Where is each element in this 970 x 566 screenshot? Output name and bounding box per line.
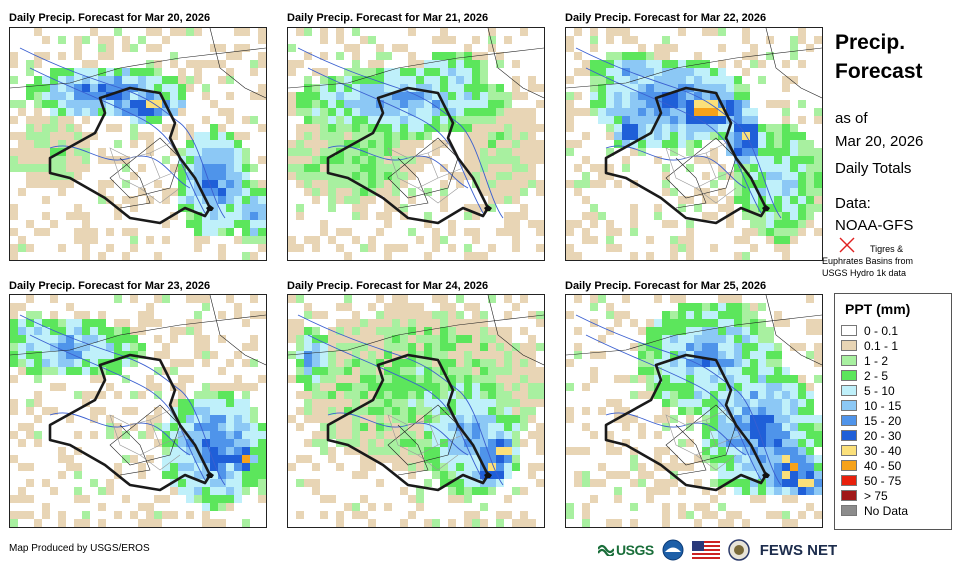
basins-note: Tigres & Euphrates Basins from USGS Hydr… xyxy=(822,243,942,279)
basins-note-line1: Tigres & xyxy=(870,244,904,254)
legend-label: 1 - 2 xyxy=(864,353,889,368)
legend-title: PPT (mm) xyxy=(845,301,911,317)
as-of-date: Mar 20, 2026 xyxy=(835,133,924,150)
legend-item: 50 - 75 xyxy=(841,473,951,488)
usgs-wave-icon xyxy=(598,544,614,556)
panel-title-mar22: Daily Precip. Forecast for Mar 22, 2026 xyxy=(565,12,767,24)
legend-label: 30 - 40 xyxy=(864,443,902,458)
panel-title-mar25: Daily Precip. Forecast for Mar 25, 2026 xyxy=(565,280,767,292)
side-title-line1: Precip. xyxy=(835,31,906,54)
map-panel-mar21 xyxy=(287,27,545,261)
legend-label: 40 - 50 xyxy=(864,458,902,473)
legend-item: 1 - 2 xyxy=(841,353,951,368)
legend-label: 10 - 15 xyxy=(864,398,902,413)
legend-swatch xyxy=(841,415,857,426)
legend-item: 2 - 5 xyxy=(841,368,951,383)
precip-map-mar21 xyxy=(288,28,544,260)
logo-bar: USGS FEWS NET xyxy=(598,538,837,562)
us-flag-icon xyxy=(691,541,720,559)
daily-totals-label: Daily Totals xyxy=(835,160,912,177)
basin-x-icon xyxy=(839,237,855,253)
legend-swatch xyxy=(841,370,857,381)
legend-swatch xyxy=(841,385,857,396)
precip-map-mar23 xyxy=(10,295,266,527)
legend-item: No Data xyxy=(841,503,951,518)
usgs-logo-text: USGS xyxy=(616,542,654,558)
legend-item: 20 - 30 xyxy=(841,428,951,443)
panel-title-mar20: Daily Precip. Forecast for Mar 20, 2026 xyxy=(9,12,211,24)
legend-swatch xyxy=(841,325,857,336)
map-panel-mar23 xyxy=(9,294,267,528)
legend-swatch xyxy=(841,340,857,351)
data-label: Data: xyxy=(835,195,871,212)
legend-item: > 75 xyxy=(841,488,951,503)
basins-note-line3: USGS Hydro 1k data xyxy=(822,268,907,278)
legend-item: 0 - 0.1 xyxy=(841,323,951,338)
map-credit: Map Produced by USGS/EROS xyxy=(9,543,150,554)
fews-net-logo-text: FEWS NET xyxy=(759,541,838,559)
side-title-line2: Forecast xyxy=(835,60,923,83)
legend-item: 15 - 20 xyxy=(841,413,951,428)
legend-label: 0.1 - 1 xyxy=(864,338,899,353)
legend-item: 0.1 - 1 xyxy=(841,338,951,353)
legend-swatch xyxy=(841,355,857,366)
basins-note-line2: Euphrates Basins from xyxy=(822,256,914,266)
legend-swatch xyxy=(841,430,857,441)
side-title: Precip. Forecast xyxy=(835,28,923,86)
state-dept-seal-icon xyxy=(727,539,750,561)
panel-title-mar23: Daily Precip. Forecast for Mar 23, 2026 xyxy=(9,280,211,292)
map-panel-mar25 xyxy=(565,294,823,528)
legend-swatch xyxy=(841,490,857,501)
legend-swatch xyxy=(841,460,857,471)
legend-label: 20 - 30 xyxy=(864,428,902,443)
legend-label: 15 - 20 xyxy=(864,413,902,428)
usgs-logo: USGS xyxy=(598,542,654,558)
legend-swatch xyxy=(841,445,857,456)
legend-label: 50 - 75 xyxy=(864,473,902,488)
legend-label: 0 - 0.1 xyxy=(864,323,899,338)
precip-map-mar20 xyxy=(10,28,266,260)
as-of-label: as of xyxy=(835,110,868,127)
legend-label: No Data xyxy=(864,503,909,518)
map-panel-mar20 xyxy=(9,27,267,261)
data-source: NOAA-GFS xyxy=(835,217,914,234)
precip-map-mar24 xyxy=(288,295,544,527)
legend-label: 5 - 10 xyxy=(864,383,895,398)
panel-title-mar21: Daily Precip. Forecast for Mar 21, 2026 xyxy=(287,12,489,24)
map-panel-mar22 xyxy=(565,27,823,261)
legend-swatch xyxy=(841,505,857,516)
legend-swatch xyxy=(841,475,857,486)
legend-item: 10 - 15 xyxy=(841,398,951,413)
map-panel-mar24 xyxy=(287,294,545,528)
legend-item: 5 - 10 xyxy=(841,383,951,398)
legend-item: 30 - 40 xyxy=(841,443,951,458)
legend-swatch xyxy=(841,400,857,411)
panel-title-mar24: Daily Precip. Forecast for Mar 24, 2026 xyxy=(287,280,489,292)
legend-item: 40 - 50 xyxy=(841,458,951,473)
precip-map-mar25 xyxy=(566,295,822,527)
legend-label: 2 - 5 xyxy=(864,368,889,383)
noaa-logo-icon xyxy=(662,539,684,561)
legend-label: > 75 xyxy=(864,488,888,503)
precip-map-mar22 xyxy=(566,28,822,260)
